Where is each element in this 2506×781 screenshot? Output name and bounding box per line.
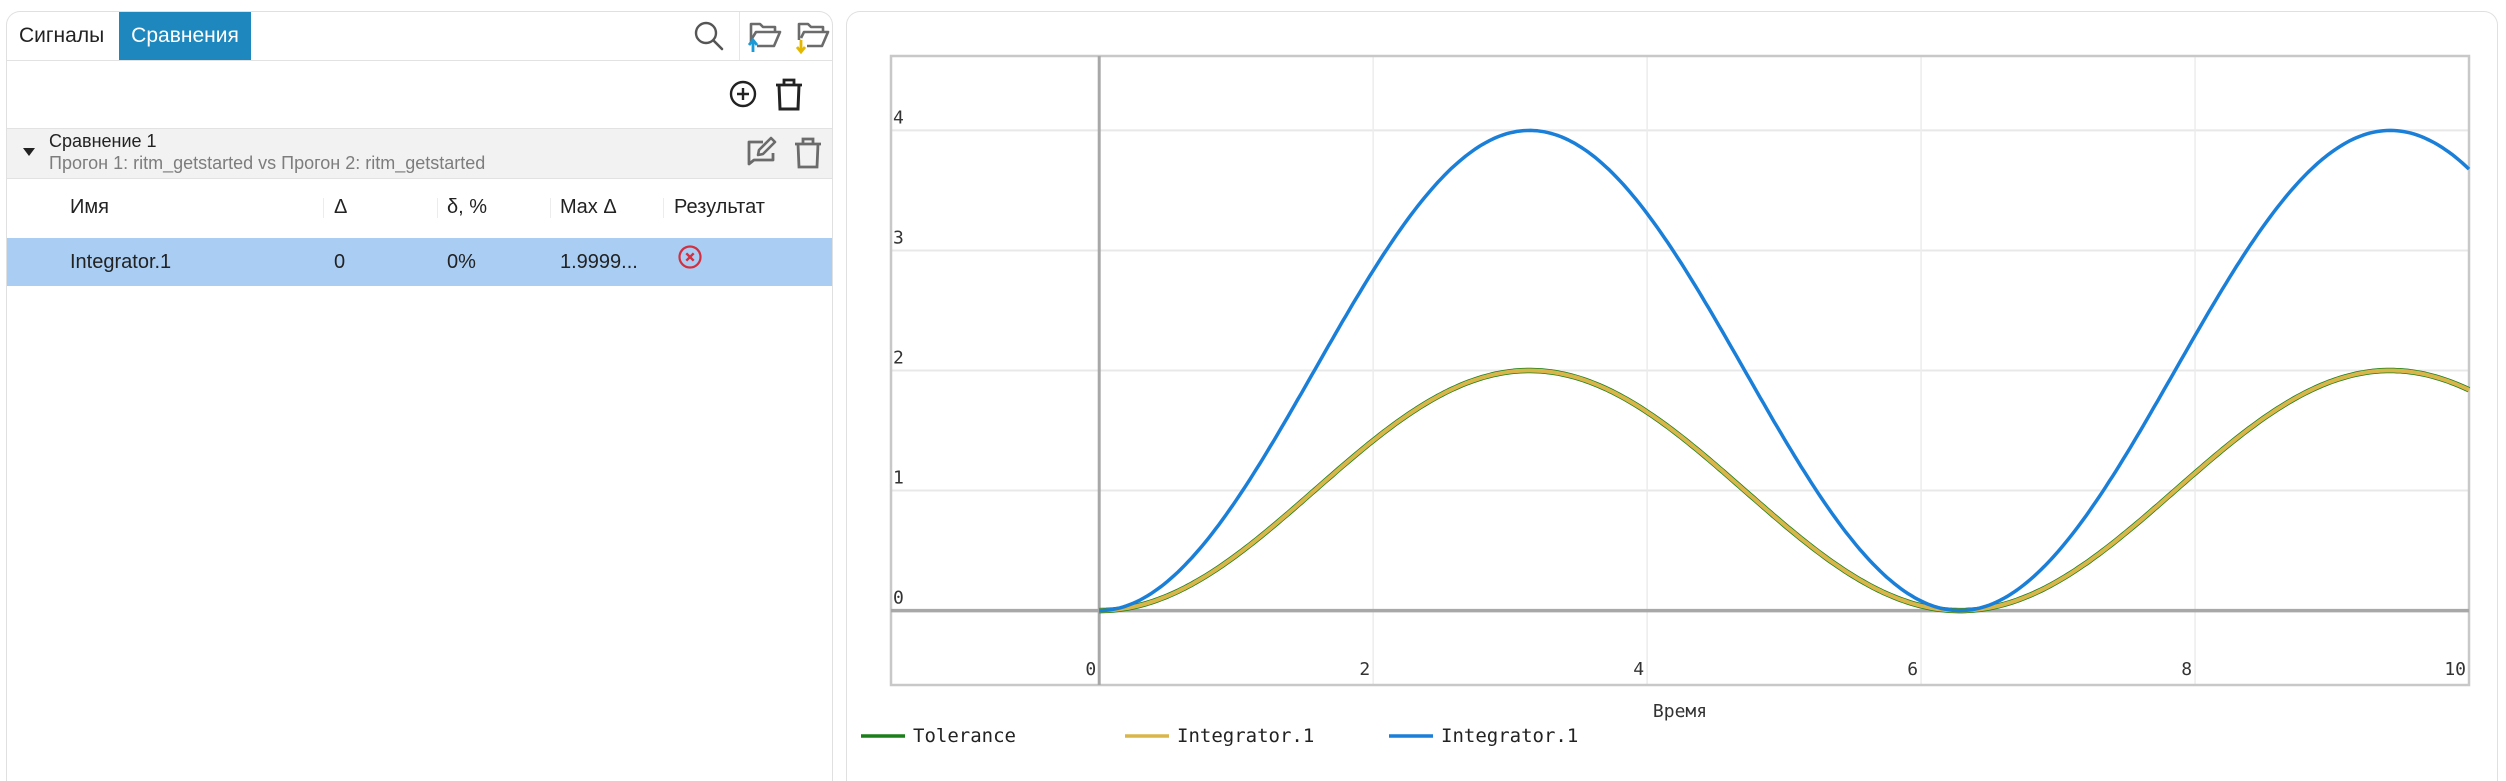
tab-signals[interactable]: Сигналы — [19, 24, 105, 47]
cell-max-delta: 1.9999... — [560, 251, 638, 273]
svg-text:1: 1 — [893, 468, 904, 489]
column-divider[interactable] — [437, 198, 438, 218]
column-max-delta[interactable]: Max Δ — [560, 196, 617, 218]
collapse-caret-icon[interactable] — [23, 148, 35, 156]
x-axis-label: Время — [1653, 701, 1707, 722]
column-result[interactable]: Результат — [674, 196, 765, 218]
cell-delta: 0 — [334, 251, 346, 273]
table-row[interactable]: Integrator.1 0 0% 1.9999... — [7, 238, 832, 286]
chart-panel: 0 1 2 3 4 0 2 4 6 8 10 Время Tolerance Integrator.… — [846, 11, 2498, 781]
folder-upload-icon[interactable] — [745, 18, 782, 54]
plot-area-border — [889, 54, 2471, 687]
folder-download-icon[interactable] — [793, 18, 830, 54]
svg-text:6: 6 — [1907, 659, 1918, 680]
svg-text:10: 10 — [2444, 659, 2466, 680]
cell-delta-pct: 0% — [447, 251, 476, 273]
delete-comparison-icon[interactable] — [789, 134, 827, 172]
comparison-runs: Прогон 1: ritm_getstarted vs Прогон 2: r… — [49, 153, 486, 173]
tab-comparisons[interactable]: Сравнения — [119, 12, 251, 60]
y-axis-ticks: 0 1 2 3 4 — [893, 107, 904, 608]
comparison-group-header[interactable]: Сравнение 1 Прогон 1: ritm_getstarted vs… — [7, 128, 832, 179]
chart-series — [1099, 128, 2471, 614]
chart-legend: Tolerance Integrator.1 Integrator.1 — [861, 725, 1578, 747]
column-divider[interactable] — [323, 198, 324, 218]
chart-axes — [891, 56, 2469, 685]
x-axis-ticks: 0 2 4 6 8 10 — [1085, 659, 2466, 680]
search-icon[interactable] — [691, 18, 727, 54]
column-divider[interactable] — [663, 198, 664, 218]
add-comparison-icon[interactable] — [725, 76, 761, 112]
svg-text:2: 2 — [893, 348, 904, 369]
comparison-list-panel: Сигналы Сравнения Сравнение 1 Прогон 1: … — [6, 11, 833, 781]
svg-text:0: 0 — [1085, 659, 1096, 680]
edit-icon[interactable] — [743, 134, 781, 172]
svg-text:Integrator.1: Integrator.1 — [1441, 725, 1578, 747]
comparison-title: Сравнение 1 — [49, 131, 157, 151]
column-name[interactable]: Имя — [70, 196, 109, 218]
cell-name: Integrator.1 — [70, 251, 172, 273]
svg-text:Tolerance: Tolerance — [913, 725, 1016, 747]
svg-text:4: 4 — [1633, 659, 1644, 680]
tab-bar: Сигналы Сравнения — [7, 12, 832, 61]
column-delta-pct[interactable]: δ, % — [447, 196, 488, 218]
svg-text:3: 3 — [893, 227, 904, 248]
svg-text:Integrator.1: Integrator.1 — [1177, 725, 1314, 747]
column-delta[interactable]: Δ — [334, 196, 348, 218]
svg-text:0: 0 — [893, 588, 904, 609]
svg-text:4: 4 — [893, 107, 904, 128]
fail-circle-x-icon — [677, 244, 703, 270]
toolbar-divider — [739, 12, 740, 60]
chart-grid — [891, 56, 2470, 685]
comparison-chart[interactable]: 0 1 2 3 4 0 2 4 6 8 10 Время Tolerance Integrator.… — [847, 12, 2499, 772]
svg-text:8: 8 — [2181, 659, 2192, 680]
comparison-actions-row — [7, 60, 832, 128]
svg-text:2: 2 — [1359, 659, 1370, 680]
delete-all-comparisons-icon[interactable] — [771, 76, 807, 112]
table-header: Имя Δ δ, % Max Δ Результат — [7, 178, 832, 237]
column-divider[interactable] — [550, 198, 551, 218]
